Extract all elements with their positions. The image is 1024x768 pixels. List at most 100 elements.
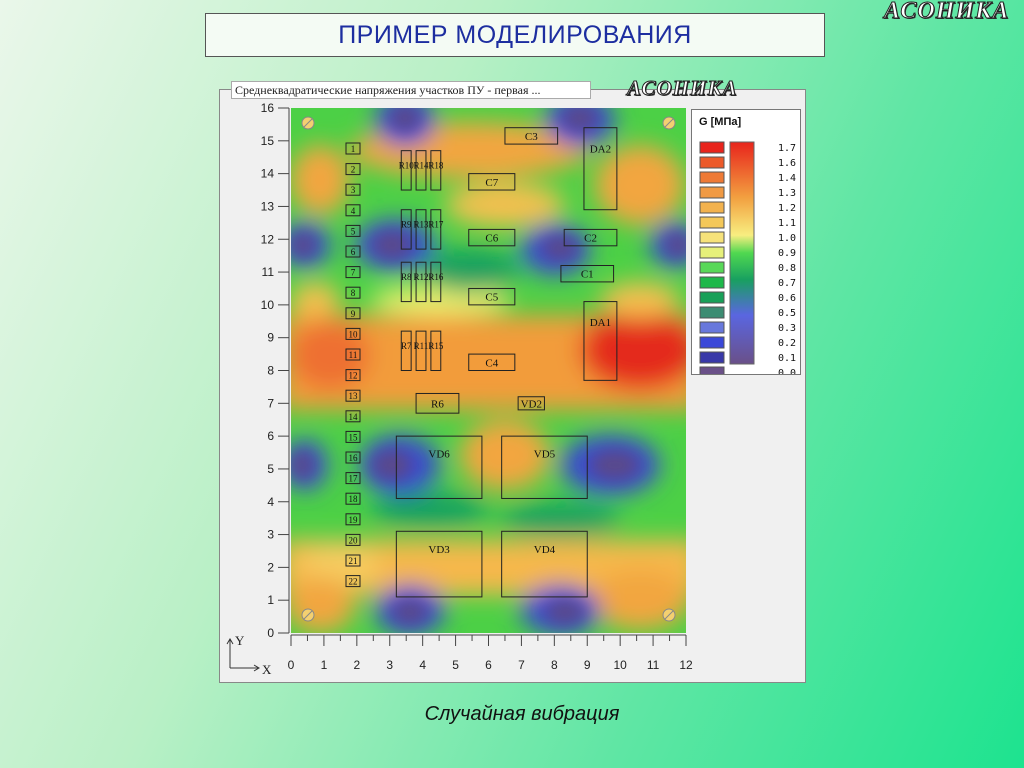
component-label: C3 — [525, 131, 538, 143]
y-tick-label: 1 — [267, 593, 274, 607]
pcb-components: C3 DA2 C7 C6 C2 C1 C5 DA1 C4 R6 VD2 VD6 VD5 VD3 VD4 R10… — [395, 127, 618, 598]
y-tick-label: 0 — [267, 626, 274, 640]
legend-swatch — [699, 321, 725, 334]
legend-entry: 0.9 — [699, 246, 796, 259]
legend-entry: 0.3 — [699, 321, 796, 334]
connector-pin: 18 — [345, 492, 361, 505]
component-label: VD5 — [534, 448, 556, 460]
legend-value: 0.9 — [778, 248, 796, 259]
connector-pin-label: 13 — [349, 391, 359, 401]
legend-entry: 1.3 — [699, 186, 796, 199]
legend-value: 0.0 — [778, 368, 796, 374]
component: DA2 — [583, 127, 618, 211]
connector-pin: 13 — [345, 389, 361, 402]
legend-swatch — [699, 246, 725, 259]
legend-swatch — [699, 141, 725, 154]
legend-swatch — [699, 216, 725, 229]
legend-entry: 0.5 — [699, 306, 796, 319]
resistor: R14 — [414, 150, 429, 191]
component-label: VD3 — [428, 544, 450, 556]
legend-value: 1.6 — [778, 158, 796, 169]
component-label: C2 — [584, 233, 597, 245]
legend-entry: 0.2 — [699, 336, 796, 349]
legend-value: 1.4 — [778, 173, 796, 184]
component-label: VD2 — [521, 398, 542, 410]
legend-value: 0.3 — [778, 323, 796, 334]
legend-entry: 1.4 — [699, 171, 796, 184]
connector-pin: 17 — [345, 472, 361, 485]
connector-pin-label: 15 — [349, 432, 359, 442]
connector-pin-label: 16 — [349, 453, 359, 463]
component-label: C6 — [485, 233, 498, 245]
legend-entry: 1.7 — [699, 141, 796, 154]
resistor: R16 — [428, 261, 444, 303]
connector-pin: 21 — [345, 554, 361, 567]
connector-pin: 14 — [345, 410, 361, 423]
x-tick-label: 11 — [647, 658, 660, 672]
legend-entry: 0.1 — [699, 351, 796, 364]
x-tick-label: 12 — [679, 658, 693, 672]
x-tick-label: 2 — [353, 658, 360, 672]
connector-pin-label: 6 — [351, 247, 356, 257]
legend-swatch — [699, 261, 725, 274]
y-tick-label: 13 — [261, 199, 275, 213]
color-legend: G [МПа] 1.7 1.6 1.4 1.3 1.2 1.1 1.0 0.9 0.8 0.7 0.… — [691, 109, 801, 375]
connector-pin: 6 — [345, 245, 361, 258]
resistor: R15 — [428, 330, 444, 371]
legend-swatch — [699, 231, 725, 244]
y-tick-label: 4 — [267, 495, 274, 509]
legend-gradient-bar — [729, 141, 755, 365]
component: C3 — [504, 127, 559, 145]
connector-pin-label: 20 — [349, 535, 359, 545]
connector-pin-label: 11 — [349, 350, 358, 360]
resistor: R13 — [414, 209, 429, 250]
component-label: R6 — [431, 398, 444, 410]
x-tick-label: 3 — [386, 658, 393, 672]
legend-swatch — [699, 186, 725, 199]
legend-value: 0.5 — [778, 308, 796, 319]
connector-pin-label: 8 — [351, 288, 356, 298]
component: VD3 — [395, 530, 483, 598]
legend-swatch — [699, 201, 725, 214]
connector-pin-label: 10 — [349, 329, 359, 339]
component: VD2 — [517, 396, 545, 411]
x-tick-label: 0 — [288, 658, 295, 672]
resistor: R17 — [428, 209, 444, 250]
legend-title: G [МПа] — [699, 116, 742, 128]
component: VD5 — [501, 435, 588, 499]
mounting-hole — [662, 608, 676, 622]
legend-swatch — [699, 336, 725, 349]
x-axis-ticks: 0 1 2 3 4 5 6 7 8 9 10 11 12 — [288, 635, 693, 672]
connector-pin-label: 18 — [349, 494, 359, 504]
y-tick-label: 5 — [267, 462, 274, 476]
legend-swatch — [699, 171, 725, 184]
component: DA1 — [583, 301, 618, 381]
y-tick-label: 16 — [261, 101, 275, 115]
resistor: R12 — [414, 261, 429, 303]
legend-value: 1.3 — [778, 188, 796, 199]
legend-swatch — [699, 276, 725, 289]
connector-pin: 4 — [345, 204, 361, 217]
component: VD6 — [395, 435, 483, 499]
x-tick-label: 6 — [485, 658, 492, 672]
connector-pin: 9 — [345, 307, 361, 320]
connector-pin: 2 — [345, 163, 361, 176]
connector-pin: 22 — [345, 575, 361, 588]
connector-pin: 15 — [345, 430, 361, 443]
axis-indicator — [226, 638, 260, 672]
legend-value: 1.2 — [778, 203, 796, 214]
component: C2 — [563, 228, 618, 247]
component-label: C5 — [485, 292, 498, 304]
y-tick-label: 10 — [261, 298, 275, 312]
legend-value: 1.7 — [778, 143, 796, 154]
resistor-label: R15 — [428, 341, 444, 351]
component-label: C4 — [485, 357, 498, 369]
resistor-label: R9 — [401, 219, 412, 229]
connector-pin-label: 12 — [349, 371, 358, 381]
legend-swatch — [699, 366, 725, 374]
connector-pin-label: 22 — [349, 577, 358, 587]
connector-pin-label: 3 — [351, 185, 356, 195]
component-label: DA2 — [590, 143, 611, 155]
